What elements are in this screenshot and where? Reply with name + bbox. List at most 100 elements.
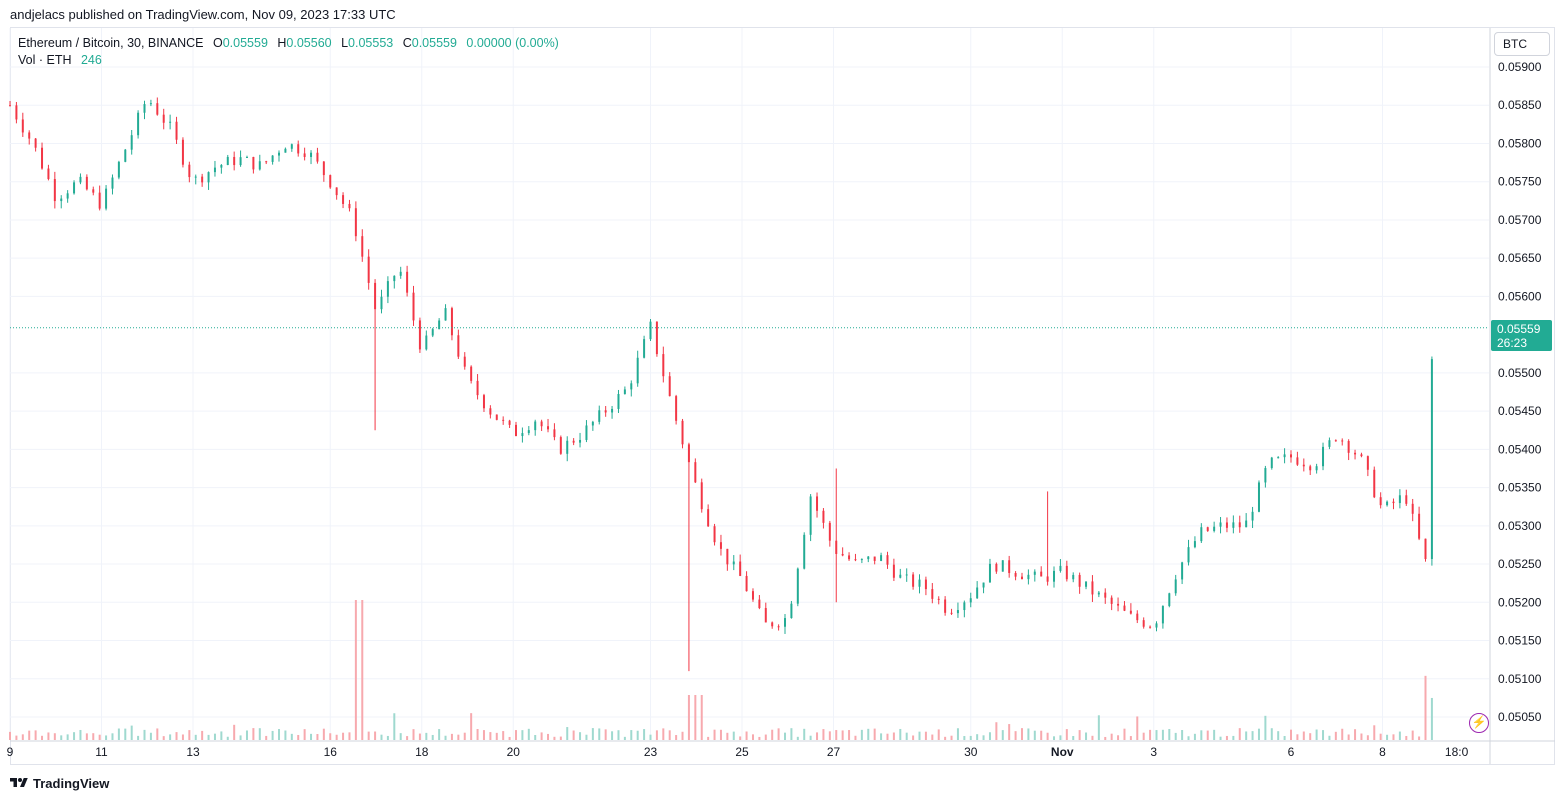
volume-bar [1078,730,1081,740]
volume-bar [713,729,716,740]
candle-body [9,105,11,107]
candle-body [1251,511,1254,521]
volume-bar [1257,728,1260,740]
candle-body [553,429,556,438]
volume-bar [105,735,108,740]
candle-body [822,510,825,523]
legend-symbol[interactable]: Ethereum / Bitcoin, 30, BINANCE [18,36,204,50]
volume-bar [181,734,184,740]
volume-bar [976,734,979,740]
volume-bar [1302,731,1305,740]
chart-legend: Ethereum / Bitcoin, 30, BINANCE O0.05559… [18,35,559,69]
volume-bar [751,734,754,740]
candle-body [1379,497,1382,506]
candle-body [245,156,248,158]
y-tick-label: 0.05900 [1498,60,1542,74]
volume-bar [207,734,210,740]
candle-body [73,182,76,194]
volume-bar [623,736,626,740]
candle-body [1174,579,1177,594]
volume-bar [1091,735,1094,740]
candle-body [21,119,24,133]
volume-bar [399,733,402,740]
candle-body [1354,452,1357,455]
x-tick-label: Nov [1051,745,1074,759]
candle-body [1136,613,1139,621]
candle-body [175,121,178,140]
candle-body [1110,597,1113,604]
candle-body [1418,513,1421,539]
candle-body [867,556,870,560]
candle-body [92,189,95,193]
volume-bar [1142,732,1145,740]
candle-body [1398,495,1401,504]
candle-body [463,356,466,367]
candle-body [1366,456,1369,470]
y-tick-label: 0.05400 [1498,442,1542,456]
volume-bar [553,736,556,740]
lightning-icon[interactable]: ⚡ [1469,713,1489,733]
candle-body [1104,592,1107,598]
volume-bar [1405,735,1408,740]
candle-body [284,148,287,153]
candle-body [880,555,883,561]
candle-body [694,462,697,483]
volume-bar [1181,730,1184,740]
candle-body [290,144,293,149]
candle-body [303,153,306,157]
volume-bar [457,734,460,740]
volume-bar [162,736,165,740]
volume-bar [1392,734,1395,740]
volume-bar [956,728,959,740]
tradingview-brand[interactable]: TradingView [10,774,109,792]
candle-body [1328,440,1331,447]
volume-bar [393,713,396,740]
volume-bar [719,729,722,740]
candle-body [1405,495,1408,504]
x-tick-label: 3 [1150,745,1157,759]
candle-body [418,320,421,350]
candle-body [886,555,889,565]
candle-body [1161,606,1164,624]
volume-bar [585,734,588,740]
volume-bar [354,600,357,740]
legend-volume-label[interactable]: Vol · ETH [18,53,72,67]
candle-body [611,408,614,413]
candle-body [412,292,415,321]
candle-body [1213,526,1216,531]
candle-body [1014,573,1017,577]
candle-body [771,622,774,627]
volume-bar [1219,736,1222,740]
candle-body [1117,603,1120,606]
legend-close-label: C [402,36,412,50]
candle-body [828,522,831,541]
volume-bar [905,732,908,740]
candle-body [803,534,806,569]
volume-bar [1117,735,1120,740]
x-tick-label: 30 [964,745,978,759]
y-tick-label: 0.05600 [1498,289,1542,303]
y-tick-label: 0.05350 [1498,481,1542,495]
candle-body [1424,538,1427,560]
volume-bar [931,734,934,740]
volume-bar [239,735,242,740]
volume-bar [226,736,229,740]
candle-body [1347,440,1350,453]
candle-body [233,156,236,166]
candle-body [1264,468,1267,483]
volume-bar [1360,733,1363,740]
legend-ohlc-row: Ethereum / Bitcoin, 30, BINANCE O0.05559… [18,35,559,52]
candle-body [1142,620,1145,627]
volume-bar [988,732,991,740]
volume-bar [1155,730,1158,740]
volume-bar [92,733,95,740]
candle-body [194,176,197,178]
volume-bar [1206,730,1209,740]
volume-bar [1366,735,1369,740]
candle-body [1290,454,1292,458]
volume-bar [854,735,857,740]
currency-unit-button[interactable]: BTC [1494,32,1550,56]
candle-body [1040,571,1043,577]
volume-bar [233,724,236,740]
